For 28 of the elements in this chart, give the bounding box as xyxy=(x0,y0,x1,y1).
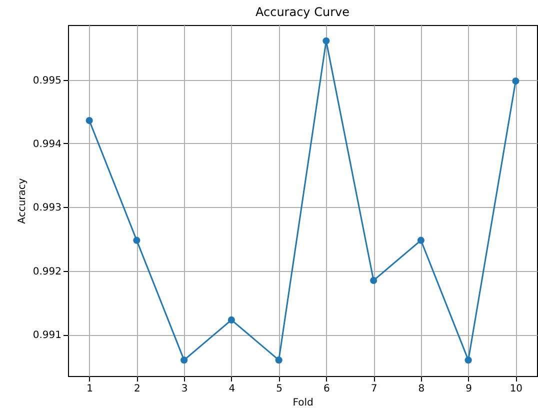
y-tick-label: 0.994 xyxy=(32,138,62,150)
x-tick-label: 4 xyxy=(228,384,236,394)
x-axis-title: Fold xyxy=(292,398,314,408)
y-tick-label: 0.993 xyxy=(32,202,62,214)
point xyxy=(133,236,140,244)
y-tick-label: 0.995 xyxy=(32,75,62,86)
chart-title: Accuracy Curve xyxy=(255,5,350,19)
x-tick-label: 10 xyxy=(510,384,523,394)
point xyxy=(322,37,330,44)
x-tick-label: 1 xyxy=(86,384,94,394)
point xyxy=(464,356,472,364)
point xyxy=(275,356,282,364)
x-tick-label: 9 xyxy=(466,384,472,394)
point xyxy=(370,276,378,284)
y-tick-label: 0.991 xyxy=(32,330,62,342)
y-tick-label: 0.992 xyxy=(32,266,62,278)
x-tick-label: 5 xyxy=(276,384,282,394)
x-tick-label: 2 xyxy=(134,384,140,394)
point xyxy=(512,78,520,85)
point xyxy=(86,117,93,124)
x-tick-label: 7 xyxy=(370,384,378,394)
x-tick-label: 8 xyxy=(418,384,425,394)
x-tick-label: 6 xyxy=(324,384,330,394)
x-tick-label: 3 xyxy=(181,384,188,394)
y-axis-title: Accuracy xyxy=(16,178,28,224)
point xyxy=(228,316,235,324)
point xyxy=(417,236,424,244)
point xyxy=(180,356,188,364)
